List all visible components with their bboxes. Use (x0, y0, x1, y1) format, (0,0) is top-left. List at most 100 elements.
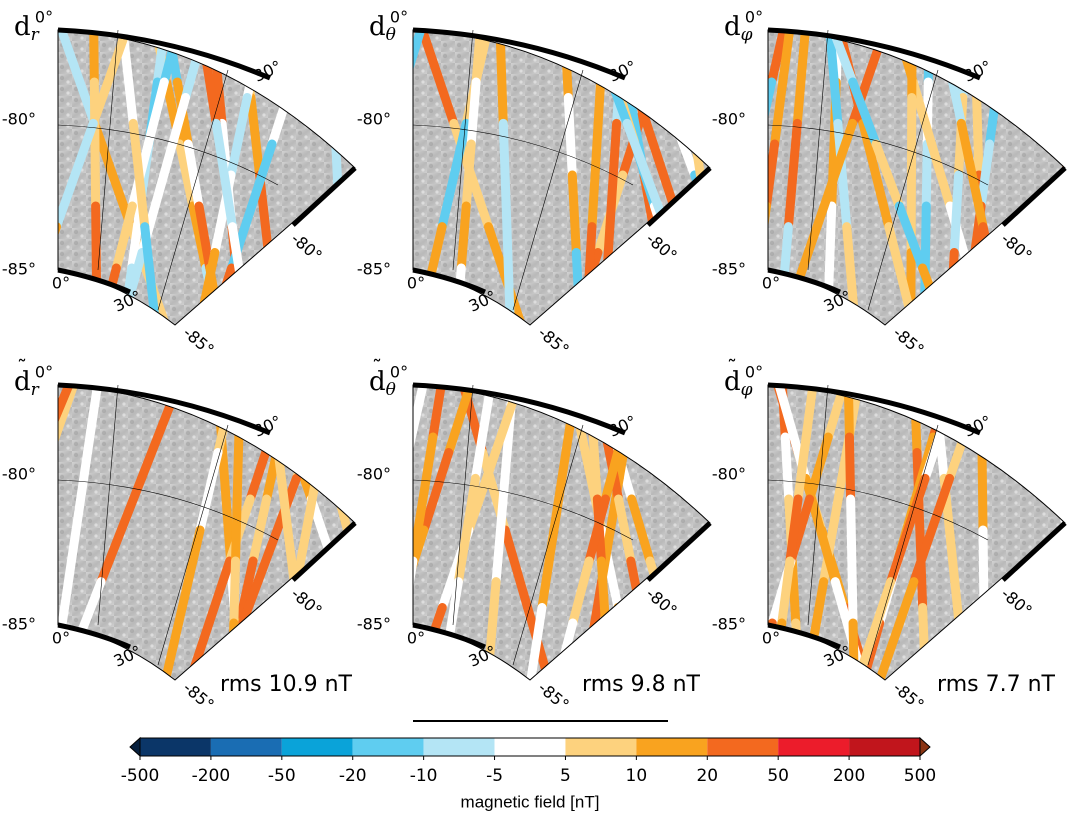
track (0, 530, 23, 608)
colorbar-segment (424, 738, 495, 756)
tick-label: 30° (606, 411, 640, 440)
tick-label: -85° (357, 260, 391, 279)
track (96, 206, 97, 268)
tick-label: 30° (251, 411, 285, 440)
tick-label: 0° (35, 8, 53, 27)
tick-label: -85° (712, 615, 746, 634)
track (592, 123, 598, 226)
track (785, 437, 789, 499)
tick-label: 30° (961, 56, 995, 85)
track (321, 375, 347, 478)
tick-label: 0° (745, 8, 763, 27)
track (507, 227, 511, 330)
colorbar-title: magnetic field [nT] (461, 792, 600, 811)
tick-label: -85° (357, 615, 391, 634)
track (829, 206, 831, 268)
track (403, 561, 413, 623)
tick-label: -80° (357, 110, 391, 129)
track (593, 437, 597, 499)
tick-label: -85° (712, 260, 746, 279)
track (950, 253, 954, 331)
track (1025, 20, 1043, 82)
track (292, 20, 312, 82)
track (954, 175, 958, 253)
label-subscript: r (31, 380, 40, 400)
track (758, 206, 766, 268)
track (928, 20, 929, 82)
tick-label: 0° (407, 629, 425, 648)
track (268, 253, 277, 331)
track (316, 375, 335, 478)
tick-label: 30° (606, 56, 640, 85)
tick-label: 0° (35, 363, 53, 382)
track (325, 20, 345, 82)
rms-label: rms 9.8 nT (582, 672, 700, 697)
label-base: d (14, 12, 31, 42)
tick-label: -80° (2, 465, 36, 484)
track (1009, 375, 1040, 453)
rms-label: rms 7.7 nT (937, 672, 1055, 697)
colorbar-tick-label: 5 (560, 766, 571, 786)
tick-label: -85° (2, 615, 36, 634)
tick-label: 0° (52, 629, 70, 648)
figure: dr0°30°-80°-85°0°30°-80°-85°dθ0°30°-80°-… (0, 0, 1078, 820)
tick-label: 0° (52, 274, 70, 293)
track (601, 561, 605, 623)
track (476, 20, 481, 82)
colorbar-over (920, 738, 930, 756)
track (852, 561, 853, 623)
track (500, 20, 504, 123)
label-subscript: r (31, 25, 40, 45)
colorbar-tick-label: 200 (833, 766, 865, 786)
track (307, 375, 334, 478)
track (658, 253, 672, 331)
colorbar-segment (778, 738, 849, 756)
track (1074, 561, 1078, 623)
track (694, 375, 711, 478)
track (237, 437, 239, 499)
tick-label: 0° (762, 274, 780, 293)
colorbar-tick-label: -20 (339, 766, 367, 786)
track (234, 561, 236, 623)
track (1072, 530, 1078, 608)
tick-label: -85° (889, 678, 927, 715)
tick-label: -80° (642, 584, 680, 621)
tick-label: -85° (889, 323, 927, 360)
track (338, 375, 352, 437)
map-panel: dφ0°30°-80°-85°0°30°-80°-85° (712, 8, 1078, 360)
colorbar-tick-label: -50 (268, 766, 296, 786)
track (688, 437, 707, 499)
track (95, 144, 96, 206)
track (365, 144, 385, 206)
track (851, 499, 852, 561)
tick-label: -80° (712, 110, 746, 129)
tick-label: 30° (961, 411, 995, 440)
track (681, 227, 715, 330)
track (674, 268, 693, 330)
track (969, 268, 987, 330)
colorbar-tick-label: -200 (192, 766, 231, 786)
track (914, 375, 917, 453)
colorbar-segment (849, 738, 920, 756)
track (933, 375, 951, 437)
track (853, 623, 854, 685)
track (236, 499, 238, 561)
colorbar-segment (140, 738, 211, 756)
track (1070, 437, 1078, 499)
map-panel: dθ0°30°-80°-85°0°30°-80°-85° (329, 8, 759, 360)
colorbar-segment (353, 738, 424, 756)
track (964, 268, 972, 330)
track (471, 82, 476, 144)
colorbar-tick-label: 20 (696, 766, 718, 786)
track (848, 375, 849, 437)
track (339, 206, 342, 268)
track (330, 20, 333, 82)
colorbar-tick-label: 50 (767, 766, 789, 786)
track (0, 499, 21, 561)
tick-label: -80° (642, 229, 680, 266)
tick-label: -80° (997, 229, 1035, 266)
tilde: ˜ (17, 356, 27, 380)
tick-label: -80° (287, 584, 325, 621)
track (724, 175, 741, 253)
track (963, 20, 967, 98)
